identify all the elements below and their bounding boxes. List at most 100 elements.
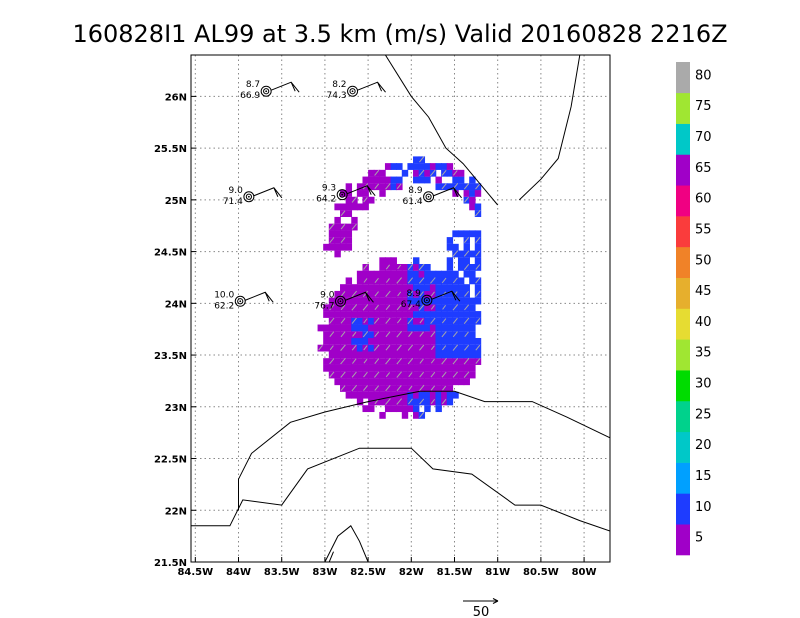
wind-speed-cell <box>362 351 369 359</box>
wind-speed-cell <box>429 163 437 170</box>
wind-speed-cell <box>424 351 431 359</box>
wind-speed-cell <box>418 351 426 359</box>
wind-barb <box>253 187 283 199</box>
observation-station: 8.766.9 <box>240 80 300 101</box>
wind-speed-cell <box>379 364 386 372</box>
wind-speed-cell <box>463 337 470 345</box>
wind-speed-cell <box>368 169 375 177</box>
wind-speed-cell <box>390 304 397 312</box>
wind-speed-cell <box>368 317 375 325</box>
wind-vector <box>329 304 335 311</box>
wind-vector <box>385 278 390 283</box>
wind-speed-cell <box>446 290 454 298</box>
wind-speed-cell <box>390 337 397 345</box>
wind-speed-cell <box>469 250 476 258</box>
wind-speed-cell <box>441 163 448 170</box>
wind-speed-cell <box>334 337 341 345</box>
wind-speed-cell <box>469 270 476 278</box>
wind-vector <box>407 344 414 351</box>
wind-speed-cell <box>401 290 409 298</box>
wind-vector <box>385 183 391 190</box>
wind-speed-cell <box>340 190 347 197</box>
wind-speed-cell <box>379 411 386 419</box>
wind-speed-cell <box>441 378 448 386</box>
wind-speed-cell <box>373 311 381 318</box>
wind-speed-cell <box>452 190 459 197</box>
wind-vector <box>464 344 470 351</box>
wind-speed-cell <box>469 351 476 359</box>
reference-vector-label: 50 <box>473 605 490 618</box>
wind-vector <box>407 358 414 365</box>
wind-vector <box>351 196 357 203</box>
wind-speed-cell <box>401 344 409 352</box>
colorbar-segment <box>676 185 690 217</box>
wind-speed-cell <box>413 270 420 278</box>
wind-speed-cell <box>457 264 465 271</box>
wind-vector <box>396 183 402 190</box>
wind-vector <box>351 317 357 324</box>
wind-speed-cell <box>345 311 353 318</box>
wind-speed-cell <box>407 351 414 359</box>
wind-speed-cell <box>345 203 353 211</box>
wind-speed-cell <box>401 371 409 379</box>
observation-station: 8.967.4 <box>401 289 461 310</box>
y-tick-label: 24.5N <box>154 248 187 259</box>
y-tick-label: 21.5N <box>154 558 187 569</box>
y-tick-label: 22.5N <box>154 455 187 466</box>
wind-speed-cell <box>413 257 420 265</box>
wind-speed-cell <box>356 385 364 392</box>
wind-speed-cell <box>396 297 403 305</box>
wind-speed-cell <box>401 358 409 365</box>
wind-speed-cell <box>424 264 431 271</box>
wind-speed-cell <box>435 284 442 291</box>
wind-speed-cell <box>457 344 465 352</box>
wind-speed-cell <box>469 183 476 191</box>
wind-speed-cell <box>457 317 465 325</box>
station-value-bottom: 61.4 <box>403 197 423 207</box>
wind-speed-cell <box>446 277 454 285</box>
wind-vector <box>463 317 470 324</box>
station-value-bottom: 71.4 <box>223 197 243 207</box>
colorbar-label: 5 <box>695 531 703 546</box>
wind-speed-cell <box>390 183 397 191</box>
wind-barb <box>270 81 300 93</box>
wind-speed-cell <box>396 270 403 278</box>
wind-vector <box>340 210 346 216</box>
wind-vector <box>352 358 357 364</box>
wind-speed-cell <box>418 270 426 278</box>
wind-speed-cell <box>390 358 397 365</box>
station-value-top: 8.9 <box>407 289 422 299</box>
figure-title: 160828I1 AL99 at 3.5 km (m/s) Valid 2016… <box>72 20 727 48</box>
wind-speed-cell <box>384 405 392 413</box>
wind-vector <box>351 371 357 378</box>
wind-speed-cell <box>368 344 375 352</box>
wind-vector <box>374 331 380 338</box>
wind-speed-cell <box>413 311 420 318</box>
wind-speed-cell <box>413 297 420 305</box>
wind-vector <box>351 384 358 392</box>
y-tick-label: 25.5N <box>154 144 187 155</box>
station-value-bottom: 66.9 <box>240 91 260 101</box>
wind-speed-cell <box>379 344 386 352</box>
wind-vector <box>396 344 402 351</box>
wind-speed-cell <box>413 176 420 184</box>
wind-speed-cell <box>345 284 353 291</box>
wind-speed-cell <box>474 351 482 359</box>
wind-speed-cell <box>401 311 409 318</box>
wind-speed-cell <box>435 311 442 318</box>
wind-vector <box>419 331 424 337</box>
wind-speed-cell <box>446 243 454 251</box>
wind-speed-cell <box>452 176 459 184</box>
station-circle-outer <box>347 85 359 97</box>
wind-speed-cell <box>469 297 476 305</box>
wind-speed-cell <box>368 371 375 379</box>
station-value-top: 8.2 <box>332 80 346 90</box>
wind-speed-cell <box>379 304 386 312</box>
wind-speed-cell <box>463 324 470 332</box>
y-tick-label: 25N <box>165 196 187 207</box>
wind-speed-cell <box>384 284 392 291</box>
wind-speed-cell <box>452 364 459 372</box>
coastline <box>342 55 499 206</box>
wind-speed-cell <box>356 351 364 359</box>
wind-speed-cell <box>334 203 341 211</box>
